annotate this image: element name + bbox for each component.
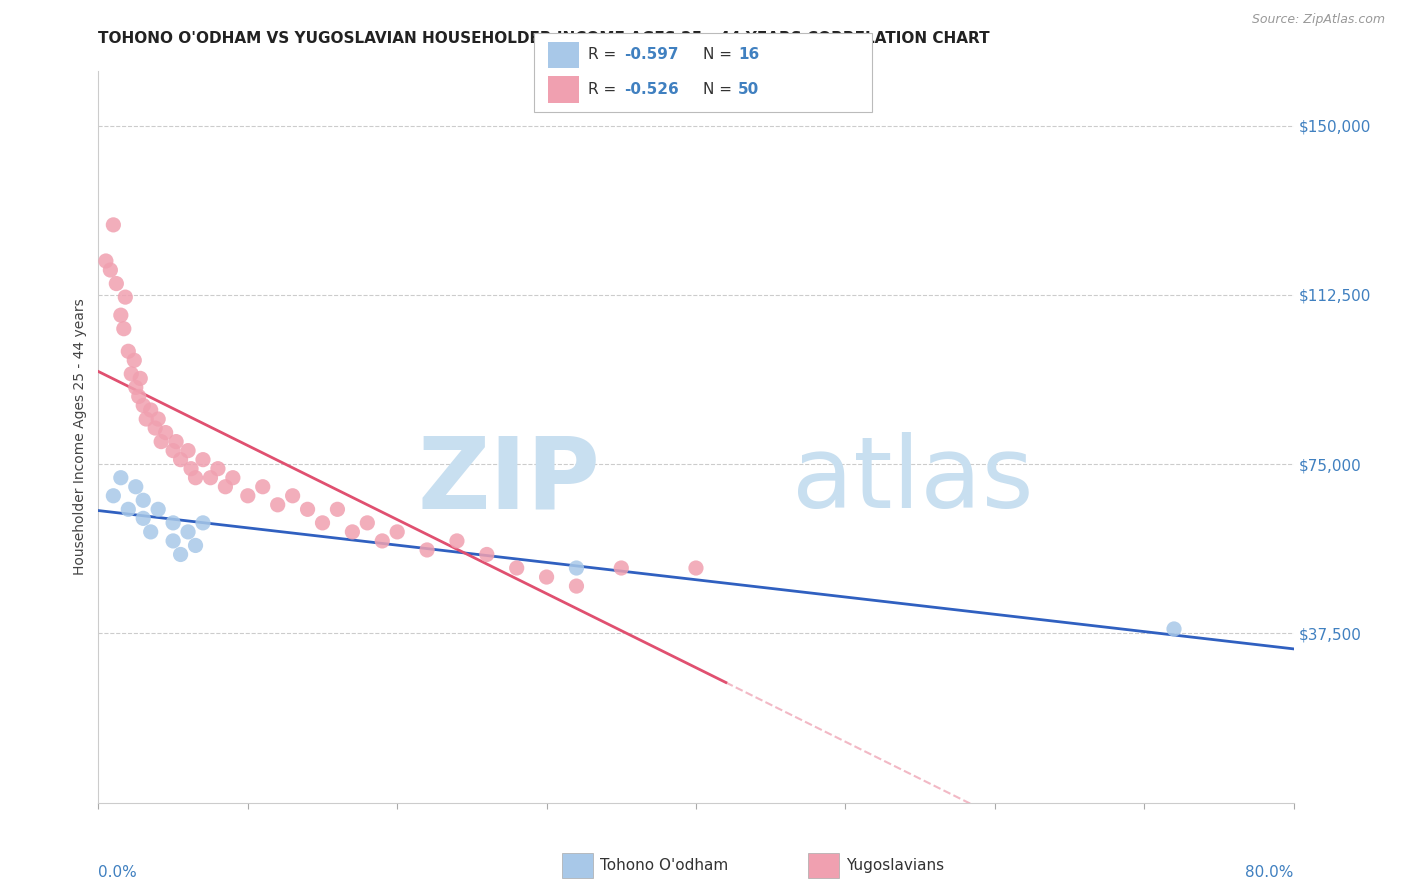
Text: Tohono O'odham: Tohono O'odham (600, 858, 728, 872)
Point (124, 353, 146, 368)
Point (180, 461, 202, 475)
Point (169, 452, 191, 467)
Point (120, 367, 142, 381)
Point (191, 516, 214, 530)
Point (214, 480, 236, 494)
Text: ZIP: ZIP (418, 433, 600, 530)
Text: N =: N = (703, 82, 737, 97)
Text: N =: N = (703, 47, 737, 62)
Point (311, 516, 333, 530)
Point (129, 371, 152, 385)
Point (148, 502, 170, 516)
Point (128, 389, 150, 403)
Text: 50: 50 (738, 82, 759, 97)
Point (162, 443, 184, 458)
Text: Source: ZipAtlas.com: Source: ZipAtlas.com (1251, 13, 1385, 27)
Point (184, 471, 207, 485)
Point (112, 322, 135, 336)
Point (184, 538, 207, 552)
Text: 80.0%: 80.0% (1246, 865, 1294, 880)
Point (162, 533, 184, 548)
Point (326, 502, 349, 516)
Point (416, 543, 439, 558)
Text: TOHONO O'ODHAM VS YUGOSLAVIAN HOUSEHOLDER INCOME AGES 25 - 44 YEARS CORRELATION : TOHONO O'ODHAM VS YUGOSLAVIAN HOUSEHOLDE… (98, 31, 990, 46)
Text: R =: R = (588, 47, 621, 62)
Point (506, 561, 529, 575)
Y-axis label: Householder Income Ages 25 - 44 years: Householder Income Ages 25 - 44 years (73, 299, 87, 575)
Point (685, 561, 707, 575)
Point (169, 548, 191, 562)
Point (1163, 622, 1185, 636)
Point (385, 524, 409, 539)
Text: atlas: atlas (792, 433, 1033, 530)
Point (132, 493, 155, 508)
Point (143, 421, 166, 435)
Point (236, 489, 259, 503)
Point (475, 548, 498, 562)
Text: 16: 16 (738, 47, 759, 62)
Point (536, 570, 558, 584)
Point (252, 480, 274, 494)
Point (94, 254, 117, 268)
Point (565, 579, 588, 593)
Point (117, 344, 139, 359)
Point (222, 471, 245, 485)
Point (125, 380, 148, 394)
Point (103, 218, 125, 232)
Text: -0.526: -0.526 (624, 82, 679, 97)
Point (371, 533, 394, 548)
Point (103, 489, 125, 503)
Point (165, 434, 187, 449)
Point (148, 412, 170, 426)
Point (207, 461, 229, 475)
Point (281, 489, 304, 503)
Point (100, 263, 122, 277)
Point (132, 511, 155, 525)
Point (610, 561, 633, 575)
Point (150, 434, 173, 449)
Point (117, 502, 139, 516)
Point (132, 399, 155, 413)
Point (267, 498, 290, 512)
Point (162, 516, 184, 530)
Point (114, 290, 136, 304)
Point (110, 471, 132, 485)
Point (139, 403, 162, 417)
Text: -0.597: -0.597 (624, 47, 679, 62)
Point (155, 425, 177, 440)
Point (139, 524, 162, 539)
Point (191, 452, 214, 467)
Text: 0.0%: 0.0% (98, 865, 138, 880)
Point (200, 471, 222, 485)
Point (110, 308, 132, 322)
Point (105, 277, 128, 291)
Point (446, 533, 468, 548)
Point (177, 524, 200, 539)
Point (125, 480, 148, 494)
Text: Yugoslavians: Yugoslavians (846, 858, 945, 872)
Point (135, 412, 157, 426)
Text: R =: R = (588, 82, 621, 97)
Point (356, 516, 378, 530)
Point (297, 502, 319, 516)
Point (342, 524, 364, 539)
Point (565, 561, 588, 575)
Point (177, 443, 200, 458)
